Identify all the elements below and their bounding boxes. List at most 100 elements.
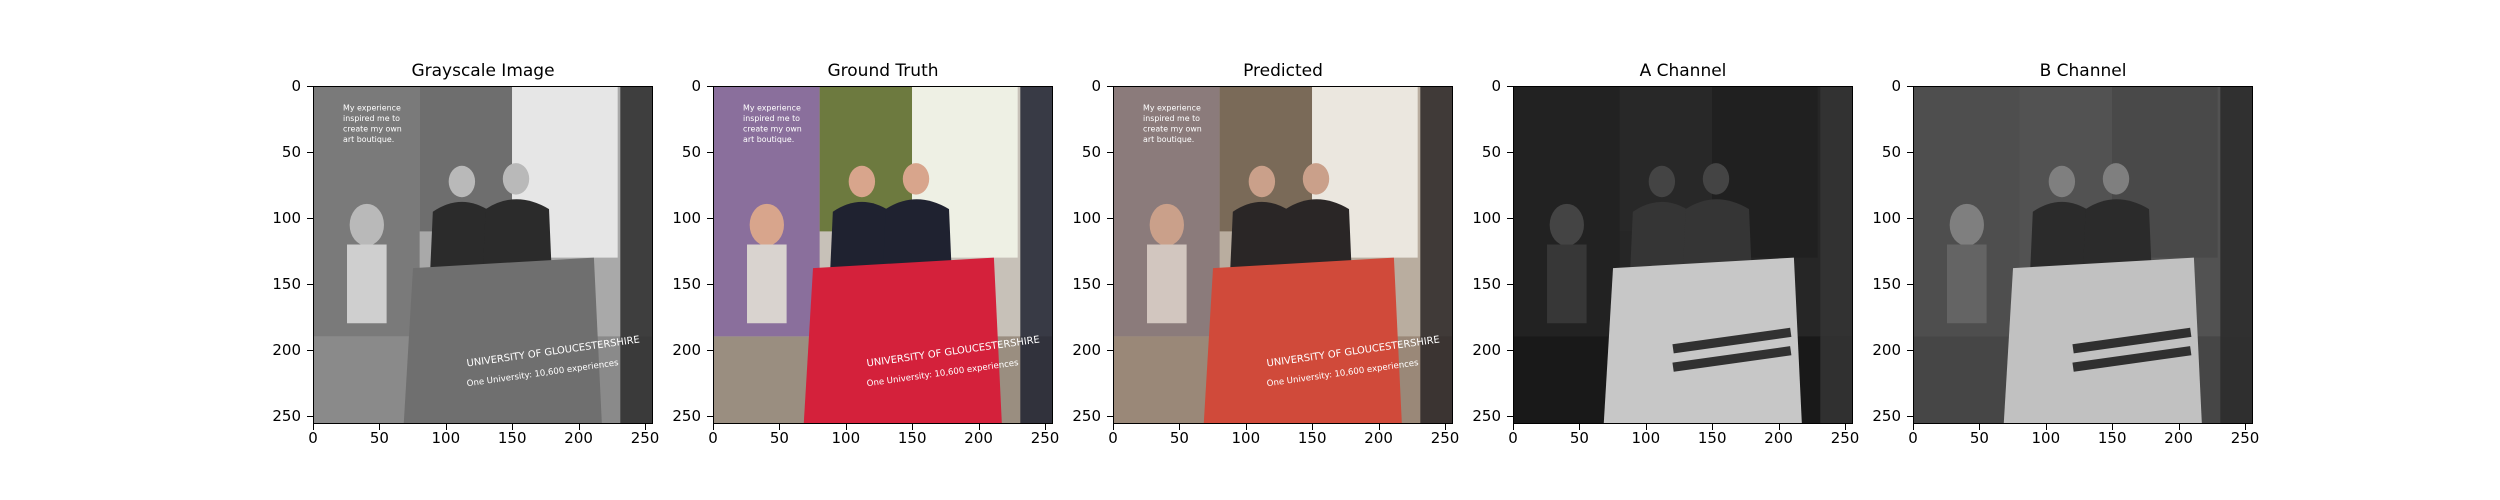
y-tick-label: 0 (1891, 77, 1901, 95)
man-left-head (448, 165, 476, 198)
y-tick-mark (1507, 152, 1513, 154)
x-tick-label: 200 (1764, 429, 1793, 447)
x-tick-label: 50 (769, 429, 789, 447)
y-tick-mark (1507, 350, 1513, 352)
y-tick-label: 250 (272, 407, 301, 426)
y-tick-label: 0 (1091, 77, 1101, 95)
x-tick-mark (578, 424, 580, 430)
panel-title: Predicted (1243, 61, 1323, 81)
y-tick-label: 150 (1072, 275, 1101, 294)
x-tick-label: 0 (708, 429, 718, 447)
right-edge-panel (620, 87, 652, 423)
y-tick-label: 100 (1072, 209, 1101, 228)
banner-text-line: art boutique. (343, 135, 394, 144)
right-edge-panel (2220, 87, 2252, 423)
x-tick-mark (1045, 424, 1047, 430)
banner-text-line: create my own (1143, 125, 1202, 134)
tablecloth (803, 257, 1002, 423)
x-tick-mark (1579, 424, 1581, 430)
woman-head (1949, 203, 1984, 246)
man-left-suit (1230, 201, 1294, 271)
y-tick-label: 0 (1491, 77, 1501, 95)
y-tick-mark (1107, 416, 1113, 418)
y-tick-mark (1907, 350, 1913, 352)
banner-text-line: inspired me to (743, 114, 800, 123)
banner-text-line: inspired me to (1143, 114, 1200, 123)
x-tick-mark (1712, 424, 1714, 430)
y-tick-mark (1507, 284, 1513, 286)
y-tick-label: 100 (672, 209, 701, 228)
man-left-head (1248, 165, 1276, 198)
text-band (1672, 327, 1792, 354)
woman-head (749, 203, 784, 246)
image-axes: UNIVERSITY OF GLOUCESTERSHIRE One Univers… (713, 86, 1053, 424)
y-tick-mark (307, 350, 313, 352)
man-left-suit (2030, 201, 2094, 271)
y-tick-mark (307, 86, 313, 87)
y-tick-label: 200 (272, 341, 301, 360)
woman-head (1149, 203, 1184, 246)
x-tick-label: 150 (2097, 429, 2127, 447)
banner-text-line: create my own (343, 125, 402, 134)
x-tick-mark (2112, 424, 2114, 430)
banner-text-line: My experience (743, 104, 801, 113)
man-right-head (1302, 163, 1330, 195)
man-left-head (848, 165, 876, 198)
x-tick-mark (379, 424, 381, 430)
x-tick-mark (845, 424, 847, 430)
banner-text-line: inspired me to (343, 114, 400, 123)
y-tick-mark (1507, 416, 1513, 418)
y-tick-label: 100 (272, 209, 301, 228)
woman-body (347, 244, 387, 324)
x-tick-mark (1245, 424, 1247, 430)
woman-head (349, 203, 384, 246)
y-tick-mark (307, 152, 313, 154)
y-tick-mark (1107, 218, 1113, 220)
x-tick-label: 50 (1969, 429, 1989, 447)
blur-vignette (1514, 87, 1852, 423)
banner-text-line: art boutique. (743, 135, 794, 144)
x-tick-label: 0 (1908, 429, 1918, 447)
man-left-suit (430, 201, 494, 271)
y-tick-label: 250 (1872, 407, 1901, 426)
y-tick-mark (1907, 86, 1913, 87)
x-tick-mark (313, 424, 314, 430)
y-tick-mark (307, 416, 313, 418)
man-left-head (1648, 165, 1676, 198)
x-tick-label: 150 (1697, 429, 1727, 447)
panel-color: Ground Truth UNIVERSITY OF GLOUCESTERSHIR… (672, 0, 1059, 500)
x-tick-label: 0 (1108, 429, 1118, 447)
x-tick-mark (2045, 424, 2047, 430)
tablecloth (403, 257, 602, 423)
y-tick-label: 200 (672, 341, 701, 360)
banner-text-line: create my own (743, 125, 802, 134)
y-tick-label: 200 (1872, 341, 1901, 360)
x-tick-label: 100 (1631, 429, 1661, 447)
woman-body (1947, 244, 1987, 324)
y-tick-label: 50 (1481, 143, 1501, 162)
channel-b-image (1914, 87, 2252, 423)
y-tick-label: 200 (1472, 341, 1501, 360)
y-tick-mark (707, 284, 713, 286)
banner-text-line: My experience (343, 104, 401, 113)
x-tick-label: 200 (2164, 429, 2193, 447)
x-tick-label: 250 (2230, 429, 2260, 447)
y-tick-label: 50 (281, 143, 301, 162)
x-tick-mark (713, 424, 714, 430)
x-tick-mark (1445, 424, 1447, 430)
channel-a-image (1514, 87, 1852, 423)
x-tick-mark (445, 424, 447, 430)
x-tick-mark (1913, 424, 1914, 430)
text-band (2072, 346, 2192, 372)
x-tick-mark (512, 424, 514, 430)
y-tick-mark (1107, 86, 1113, 87)
y-tick-label: 150 (672, 275, 701, 294)
panel-title: Ground Truth (827, 61, 939, 81)
text-band (1672, 346, 1792, 372)
banner-text-line: My experience (1143, 104, 1201, 113)
y-tick-mark (1107, 350, 1113, 352)
panel-channel-a: A Channel 0 50 100 150 200 250 0 50 100 150 200 250 (1472, 0, 1859, 500)
y-tick-mark (307, 284, 313, 286)
y-tick-mark (307, 218, 313, 220)
